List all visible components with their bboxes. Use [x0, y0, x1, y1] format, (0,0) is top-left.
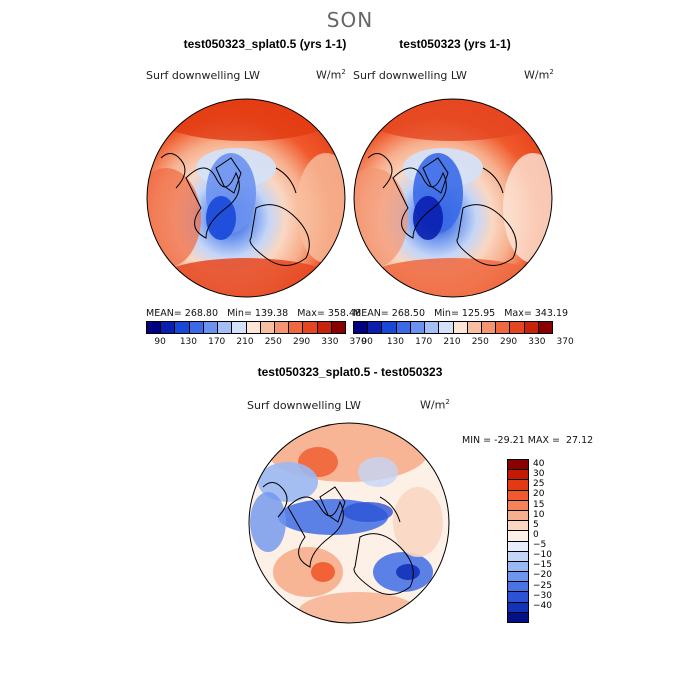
- diff-colorbar-swatch-10: [508, 561, 528, 573]
- colorbar-label: 290: [292, 337, 311, 347]
- colorbar-swatch-4: [203, 322, 219, 333]
- colorbar-swatch-10: [289, 322, 304, 333]
- colorbar-swatch-0: [354, 322, 369, 333]
- colorbar-swatch-6: [232, 322, 247, 333]
- colorbar-label: 210: [236, 337, 254, 347]
- diff-colorbar-swatch-14: [508, 602, 528, 613]
- diff-colorbar-swatch-2: [508, 480, 528, 491]
- colorbar-swatch-11: [303, 322, 318, 333]
- colorbar-swatch-1: [368, 322, 383, 333]
- season-title: SON: [326, 8, 374, 32]
- diff-colorbar-swatch-7: [508, 531, 528, 542]
- colorbar-swatch-5: [218, 322, 233, 333]
- colorbar-label: 370: [556, 337, 574, 347]
- panel-2-variable: Surf downwelling LW: [353, 69, 467, 82]
- diff-colorbar-label: −10: [533, 550, 552, 561]
- panel-2-units: W/m2: [524, 68, 554, 82]
- colorbar-swatch-3: [189, 322, 204, 333]
- diff-colorbar-label: −15: [533, 560, 552, 571]
- panel-2-polar-map: [353, 98, 553, 298]
- panel-2-title: test050323 (yrs 1-1): [399, 37, 511, 51]
- colorbar-swatch-7: [246, 322, 261, 333]
- panel-2-colorbar-labels: 90 130 170 210 250 290 330 370: [353, 337, 573, 349]
- colorbar-swatch-8: [467, 322, 482, 333]
- diff-colorbar-swatch-8: [508, 541, 528, 552]
- colorbar-label: 250: [471, 337, 489, 347]
- diff-title: test050323_splat0.5 - test050323: [257, 365, 443, 379]
- panel-1-title: test050323_splat0.5 (yrs 1-1): [183, 37, 347, 51]
- colorbar-swatch-5: [425, 322, 440, 333]
- diff-colorbar-swatch-6: [508, 521, 528, 532]
- diff-units: W/m2: [420, 398, 450, 412]
- panel-1-stats: MEAN= 268.80 Min= 139.38 Max= 358.48: [146, 308, 362, 319]
- panel-2-stats: MEAN= 268.50 Min= 125.95 Max= 343.19: [353, 308, 569, 319]
- diff-colorbar-label: 20: [533, 489, 545, 500]
- diff-colorbar-label: −30: [533, 590, 552, 601]
- colorbar-label: 330: [528, 337, 546, 347]
- diff-colorbar-label: 10: [533, 509, 545, 520]
- colorbar-swatch-9: [481, 322, 497, 333]
- colorbar-label: 90: [154, 337, 166, 347]
- colorbar-swatch-2: [175, 322, 190, 333]
- colorbar-swatch-9: [274, 322, 290, 333]
- colorbar-swatch-3: [396, 322, 411, 333]
- diff-colorbar-swatch-13: [508, 592, 528, 603]
- colorbar-swatch-2: [382, 322, 397, 333]
- diff-colorbar-label: −5: [533, 540, 547, 551]
- colorbar-swatch-6: [439, 322, 454, 333]
- colorbar-label: 370: [349, 337, 367, 347]
- colorbar-label: 130: [179, 337, 198, 347]
- panel-2-colorbar: [353, 321, 553, 334]
- diff-colorbar-label: 30: [533, 469, 545, 480]
- panel-1-colorbar-labels: 90 130 170 210 250 290 330 370: [146, 337, 366, 349]
- colorbar-swatch-7: [453, 322, 468, 333]
- diff-colorbar-label: −20: [533, 570, 552, 581]
- diff-colorbar-swatch-5: [508, 510, 528, 522]
- diff-colorbar-swatch-0: [508, 460, 528, 471]
- diff-colorbar-label: 40: [533, 459, 545, 470]
- diff-colorbar-labels: 40 30 25 20 15 10 5 0 −5 −10 −15 −20 −25 −30 −40: [533, 459, 573, 621]
- diff-colorbar-swatch-12: [508, 582, 528, 593]
- panel-1-variable: Surf downwelling LW: [146, 69, 260, 82]
- diff-minmax: MIN = -29.21 MAX = 27.12: [462, 435, 594, 446]
- colorbar-swatch-8: [260, 322, 275, 333]
- colorbar-swatch-0: [147, 322, 162, 333]
- diff-colorbar-swatch-3: [508, 490, 528, 501]
- diff-colorbar-swatch-15: [508, 612, 528, 622]
- panel-1-colorbar: [146, 321, 346, 334]
- colorbar-swatch-10: [496, 322, 511, 333]
- diff-colorbar-label: −25: [533, 580, 552, 591]
- diff-colorbar-swatch-11: [508, 572, 528, 583]
- diff-colorbar-label: 15: [533, 499, 545, 510]
- diff-colorbar: [507, 459, 529, 623]
- colorbar-swatch-13: [331, 322, 346, 333]
- colorbar-swatch-13: [538, 322, 553, 333]
- colorbar-label: 250: [264, 337, 282, 347]
- diff-colorbar-label: 5: [533, 519, 539, 530]
- diff-colorbar-swatch-9: [508, 551, 528, 562]
- colorbar-swatch-11: [510, 322, 525, 333]
- diff-colorbar-label: 25: [533, 479, 545, 490]
- diff-variable: Surf downwelling LW: [247, 399, 361, 412]
- diff-polar-map: [248, 422, 450, 624]
- diff-colorbar-label: −40: [533, 600, 552, 611]
- panel-1-polar-map: [146, 98, 346, 298]
- colorbar-swatch-4: [410, 322, 426, 333]
- colorbar-label: 290: [499, 337, 518, 347]
- colorbar-label: 130: [386, 337, 405, 347]
- diff-colorbar-swatch-4: [508, 500, 528, 511]
- panel-1-units: W/m2: [316, 68, 346, 82]
- diff-colorbar-label: 0: [533, 529, 539, 540]
- diff-colorbar-swatch-1: [508, 470, 528, 481]
- colorbar-label: 90: [361, 337, 373, 347]
- colorbar-swatch-12: [524, 322, 539, 333]
- colorbar-swatch-1: [161, 322, 176, 333]
- colorbar-swatch-12: [317, 322, 332, 333]
- colorbar-label: 170: [208, 337, 226, 347]
- colorbar-label: 170: [415, 337, 433, 347]
- colorbar-label: 210: [443, 337, 461, 347]
- colorbar-label: 330: [321, 337, 339, 347]
